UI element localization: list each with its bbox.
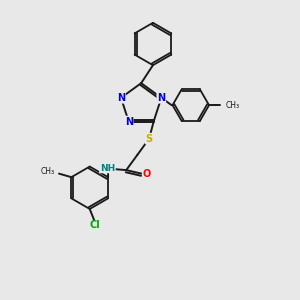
- Text: N: N: [117, 93, 125, 103]
- Text: N: N: [157, 93, 165, 103]
- Text: S: S: [146, 134, 153, 144]
- Text: Cl: Cl: [90, 220, 101, 230]
- Text: CH₃: CH₃: [40, 167, 54, 176]
- Text: CH₃: CH₃: [225, 101, 239, 110]
- Text: O: O: [143, 169, 151, 178]
- Text: N: N: [124, 116, 133, 127]
- Text: NH: NH: [100, 164, 115, 172]
